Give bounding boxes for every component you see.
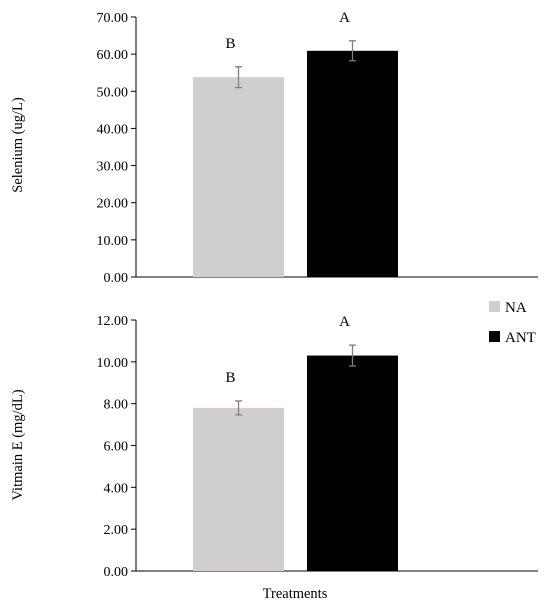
selenium-y-tick-label: 10.00 xyxy=(97,234,129,249)
legend-label-na: NA xyxy=(505,300,527,316)
selenium-y-tick-label: 0.00 xyxy=(104,271,129,286)
selenium-y-tick-label: 60.00 xyxy=(97,48,129,63)
legend: NA ANT xyxy=(489,300,536,346)
vitamin-e-y-tick-label: 0.00 xyxy=(104,565,129,580)
vitamin-e-y-tick-label: 6.00 xyxy=(104,440,129,455)
vitamin-e-y-axis-title: Vitmain E (mg/dL) xyxy=(10,389,26,500)
selenium-chart: 0.00 10.00 20.00 30.00 40.00 50.00 60.00 70.00 S… xyxy=(10,10,538,286)
selenium-significance-label: A xyxy=(339,10,350,26)
vitamin-e-y-tick-label: 4.00 xyxy=(104,481,129,496)
vitamin-e-y-tick-label: 8.00 xyxy=(104,398,129,413)
x-axis-title: Treatments xyxy=(263,586,328,602)
selenium-y-tick-label: 20.00 xyxy=(97,197,129,212)
selenium-y-tick-label: 70.00 xyxy=(97,11,129,26)
vitamin-e-y-tick-label: 12.00 xyxy=(97,314,129,329)
legend-label-ant: ANT xyxy=(505,330,536,346)
selenium-bar-ant xyxy=(307,50,398,277)
vitamin-e-chart: 0.00 2.00 4.00 6.00 8.00 10.00 12.00 Vitmain E … xyxy=(10,314,538,602)
selenium-y-tick-label: 50.00 xyxy=(97,85,129,100)
vitamin-e-bar-na xyxy=(193,407,284,571)
vitamin-e-significance-label: B xyxy=(225,370,235,386)
selenium-y-tick-label: 40.00 xyxy=(97,122,129,137)
legend-swatch-ant xyxy=(489,331,500,342)
legend-swatch-na xyxy=(489,301,500,312)
vitamin-e-bar-ant xyxy=(307,355,398,571)
selenium-significance-label: B xyxy=(225,36,235,52)
vitamin-e-significance-label: A xyxy=(339,314,350,330)
vitamin-e-y-tick-label: 2.00 xyxy=(104,523,129,538)
vitamin-e-y-tick-label: 10.00 xyxy=(97,356,129,371)
selenium-bar-na xyxy=(193,77,284,278)
selenium-y-axis-title: Selenium (ug/L) xyxy=(10,97,26,193)
selenium-y-tick-label: 30.00 xyxy=(97,160,129,175)
